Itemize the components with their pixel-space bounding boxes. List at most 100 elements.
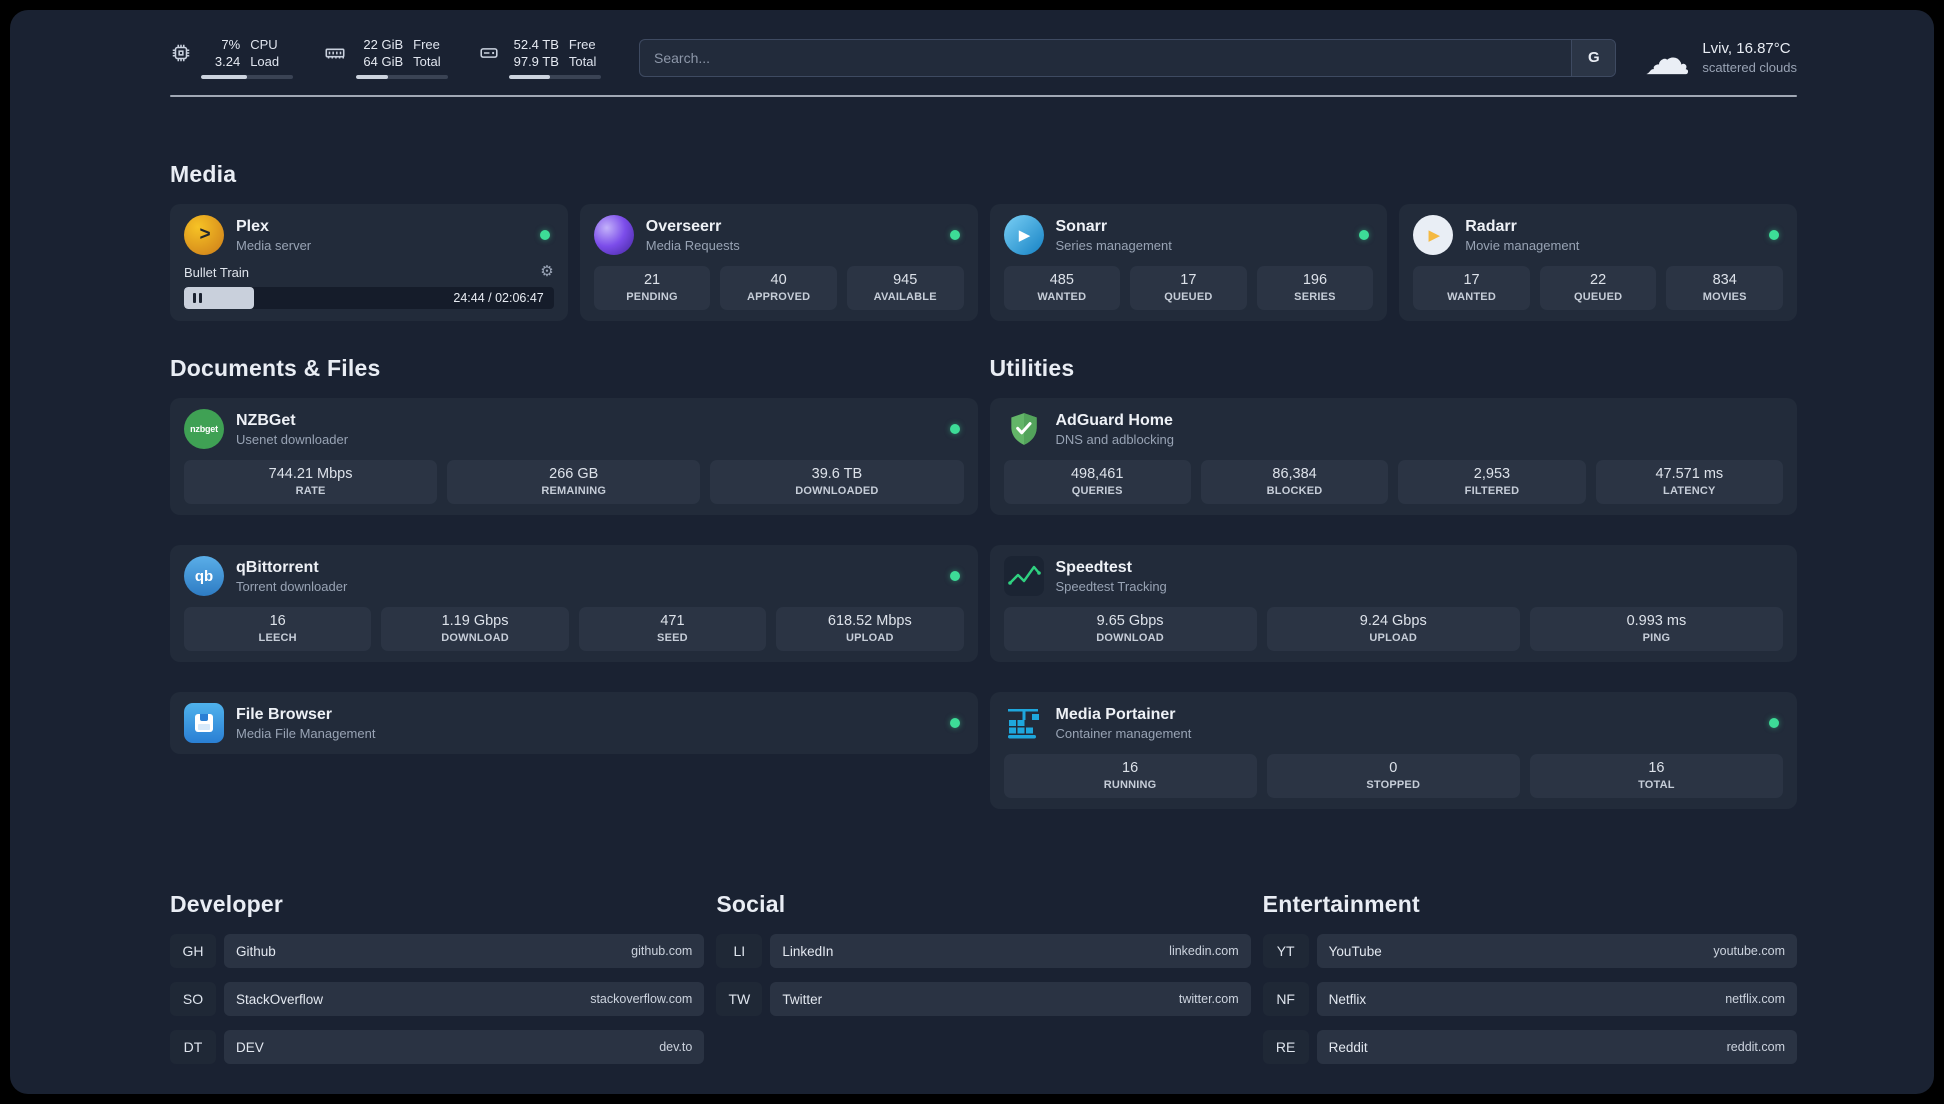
portainer-link[interactable]: Media Portainer Container management	[1004, 703, 1784, 743]
bookmark-stackoverflow[interactable]: SO StackOverflow stackoverflow.com	[170, 982, 705, 1016]
sonarr-link[interactable]: ▶ Sonarr Series management	[1003, 215, 1374, 255]
stat-tile: 21 PENDING	[593, 266, 711, 310]
bookmark-abbr: SO	[170, 982, 216, 1016]
playback-progress-bar[interactable]: 24:44 / 02:06:47	[184, 287, 554, 309]
stat-tile: 47.571 ms LATENCY	[1595, 460, 1783, 504]
utilities-section-title: Utilities	[989, 355, 1075, 381]
filebrowser-card: File Browser Media File Management	[170, 692, 978, 754]
radarr-name: Radarr	[1465, 218, 1517, 235]
stat-tile: 618.52 Mbps UPLOAD	[776, 607, 964, 651]
overseerr-status-dot	[949, 230, 960, 240]
adguard-name: AdGuard Home	[1055, 412, 1173, 429]
plex-icon: >	[184, 215, 224, 255]
sonarr-status-dot	[1359, 230, 1370, 240]
bookmark-dev[interactable]: DT DEV dev.to	[170, 1030, 705, 1064]
adguard-desc: DNS and adblocking	[1055, 432, 1175, 447]
stat-tile: 498,461 QUERIES	[1003, 460, 1191, 504]
adguard-icon	[1004, 409, 1044, 449]
stat-tile: 744.21 Mbps RATE	[184, 460, 438, 504]
bookmark-netflix[interactable]: NF Netflix netflix.com	[1262, 982, 1797, 1016]
qbittorrent-desc: Torrent downloader	[236, 579, 348, 594]
cpu-icon	[170, 42, 192, 69]
qbittorrent-link[interactable]: qb qBittorrent Torrent downloader	[184, 556, 964, 596]
cpu-load-label: Load	[250, 54, 280, 69]
stat-tile: 16 LEECH	[184, 607, 372, 651]
filebrowser-link[interactable]: File Browser Media File Management	[184, 703, 964, 743]
bookmark-abbr: RE	[1262, 1030, 1309, 1064]
bookmark-youtube[interactable]: YT YouTube youtube.com	[1262, 934, 1797, 968]
dashboard: 7% CPU 3.24 Load 22	[10, 10, 1934, 1094]
bookmark-linkedin[interactable]: LI LinkedIn linkedin.com	[716, 934, 1251, 968]
top-bar: 7% CPU 3.24 Load 22	[170, 31, 1797, 84]
memory-free-value: 22 GiB	[363, 37, 404, 52]
nzbget-card: nzbget NZBGet Usenet downloader 744.21 M…	[170, 398, 978, 515]
radarr-icon: ▶	[1413, 215, 1454, 255]
bookmark-abbr: YT	[1262, 934, 1309, 968]
bookmark-twitter[interactable]: TW Twitter twitter.com	[716, 982, 1251, 1016]
radarr-card: ▶ Radarr Movie management 17 WANTED 22 Q…	[1399, 204, 1797, 321]
bookmark-github[interactable]: GH Github github.com	[170, 934, 705, 968]
stat-tile: 0.993 ms PING	[1529, 607, 1783, 651]
stat-tile: 485 WANTED	[1003, 266, 1121, 310]
memory-metric: 22 GiB Free 64 GiB Total	[323, 36, 448, 79]
sonarr-name: Sonarr	[1055, 218, 1108, 235]
memory-free-label: Free	[413, 37, 440, 52]
stat-tile: 266 GB REMAINING	[447, 460, 701, 504]
memory-progress-bar	[356, 75, 448, 79]
bookmark-group-developer: Developer GH Github github.com SO StackO…	[170, 891, 705, 1078]
filebrowser-desc: Media File Management	[236, 726, 376, 741]
memory-total-value: 64 GiB	[363, 54, 404, 69]
header-divider	[170, 95, 1797, 97]
portainer-icon	[1004, 703, 1044, 743]
overseerr-card: Overseerr Media Requests 21 PENDING 40 A…	[579, 204, 978, 321]
overseerr-name: Overseerr	[645, 218, 722, 235]
bookmark-group-social: Social LI LinkedIn linkedin.com TW Twitt…	[716, 891, 1251, 1078]
bookmark-abbr: DT	[170, 1030, 216, 1064]
bookmark-abbr: LI	[716, 934, 763, 968]
memory-icon	[323, 42, 347, 69]
qbittorrent-card: qb qBittorrent Torrent downloader 16 LEE…	[170, 545, 978, 662]
section-documents: Documents & Files nzbget NZBGet Usenet d…	[170, 355, 978, 839]
plex-card: > Plex Media server Bullet Train ⚙ 24:44…	[170, 204, 568, 321]
radarr-desc: Movie management	[1465, 238, 1580, 253]
pause-icon[interactable]	[193, 293, 202, 303]
nzbget-link[interactable]: nzbget NZBGet Usenet downloader	[184, 409, 964, 449]
sonarr-icon: ▶	[1003, 215, 1044, 255]
search-input[interactable]	[639, 38, 1617, 77]
speedtest-name: Speedtest	[1055, 559, 1132, 576]
speedtest-link[interactable]: Speedtest Speedtest Tracking	[1003, 556, 1784, 596]
disk-metric: 52.4 TB Free 97.9 TB Total	[478, 36, 601, 79]
cpu-progress-bar	[201, 75, 293, 79]
stat-tile: 22 QUEUED	[1539, 266, 1657, 310]
sonarr-desc: Series management	[1055, 238, 1172, 253]
plex-desc: Media server	[236, 238, 312, 253]
plex-status-dot	[539, 230, 550, 240]
cloud-icon: ☁	[1644, 31, 1691, 84]
gear-icon[interactable]: ⚙	[540, 263, 554, 280]
plex-link[interactable]: > Plex Media server	[184, 215, 554, 255]
stat-tile: 1.19 Gbps DOWNLOAD	[381, 607, 569, 651]
disk-total-value: 97.9 TB	[513, 54, 559, 69]
weather-location: Lviv, 16.87°C	[1702, 39, 1791, 57]
overseerr-link[interactable]: Overseerr Media Requests	[593, 215, 964, 255]
portainer-card: Media Portainer Container management 16 …	[989, 692, 1797, 809]
bookmark-reddit[interactable]: RE Reddit reddit.com	[1262, 1030, 1797, 1064]
qbittorrent-icon: qb	[184, 556, 224, 596]
weather-widget[interactable]: ☁ Lviv, 16.87°C scattered clouds	[1644, 31, 1797, 84]
search-provider-button[interactable]: G	[1571, 39, 1616, 76]
filebrowser-name: File Browser	[236, 706, 333, 723]
stat-tile: 471 SEED	[578, 607, 767, 651]
adguard-link[interactable]: AdGuard Home DNS and adblocking	[1004, 409, 1784, 449]
radarr-link[interactable]: ▶ Radarr Movie management	[1413, 215, 1783, 255]
search-bar: G	[639, 38, 1617, 77]
sonarr-card: ▶ Sonarr Series management 485 WANTED 17…	[989, 204, 1388, 321]
overseerr-desc: Media Requests	[645, 238, 740, 253]
portainer-desc: Container management	[1055, 726, 1192, 741]
bookmark-abbr: NF	[1262, 982, 1309, 1016]
stat-tile: 0 STOPPED	[1266, 754, 1520, 798]
bookmark-abbr: GH	[170, 934, 216, 968]
stat-tile: 86,384 BLOCKED	[1200, 460, 1389, 504]
overseerr-icon	[593, 215, 634, 255]
speedtest-desc: Speedtest Tracking	[1055, 579, 1167, 594]
